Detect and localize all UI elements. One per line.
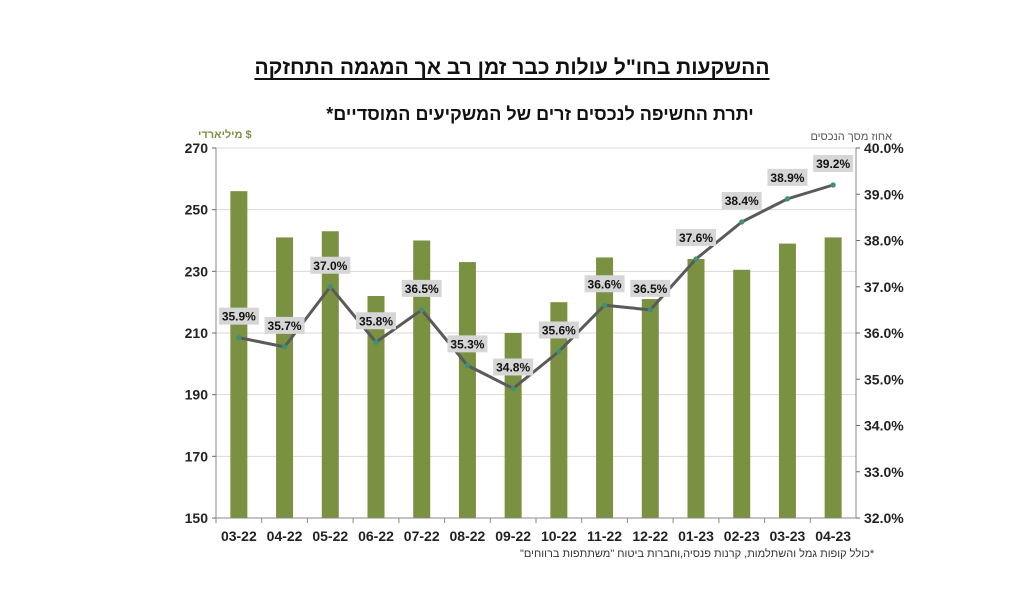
x-tick-label: 10-22 bbox=[541, 528, 577, 544]
data-label-box bbox=[538, 321, 579, 339]
bar bbox=[596, 257, 614, 518]
left-tick-label: 170 bbox=[185, 448, 209, 464]
line-point bbox=[464, 362, 471, 368]
right-tick-label: 36.0% bbox=[864, 325, 904, 341]
data-label: 35.3% bbox=[450, 337, 484, 351]
line-point bbox=[236, 335, 242, 341]
right-tick-label: 33.0% bbox=[864, 464, 904, 480]
x-tick-label: 03-22 bbox=[221, 528, 257, 544]
right-axis-unit-label: אחוז מסך הנכסים bbox=[810, 131, 892, 143]
axes: 150 170 190 210 230 250 270 32.0% 33.0% 34.0% 35.0… bbox=[185, 140, 905, 544]
data-label-box bbox=[401, 279, 442, 297]
left-axis-unit-label: מיליארדי $ bbox=[198, 128, 252, 141]
line-point bbox=[373, 339, 379, 345]
line-point bbox=[739, 219, 745, 225]
left-tick-label: 270 bbox=[185, 140, 209, 156]
left-tick-label: 250 bbox=[185, 202, 209, 218]
data-label-box bbox=[676, 229, 716, 246]
x-tick-label: 02-23 bbox=[724, 528, 760, 544]
right-tick-label: 32.0% bbox=[864, 510, 904, 526]
line-series: 35.9% 35.7% 37.0% 35.8% 36.5% 35.3% 34.8% 35.6%… bbox=[218, 155, 854, 392]
line-path bbox=[238, 183, 834, 391]
line-point bbox=[830, 182, 836, 188]
right-tick-label: 35.0% bbox=[864, 371, 904, 387]
data-label: 39.2% bbox=[816, 157, 850, 171]
bar bbox=[641, 299, 659, 518]
line-point bbox=[784, 196, 791, 202]
bar bbox=[504, 333, 522, 518]
data-label-box bbox=[721, 192, 762, 209]
data-label: 38.4% bbox=[725, 194, 759, 208]
left-tick-label: 210 bbox=[185, 325, 209, 341]
data-label: 35.8% bbox=[359, 314, 393, 328]
line-point bbox=[327, 284, 333, 290]
x-tick-label: 01-23 bbox=[678, 528, 714, 544]
data-label: 35.7% bbox=[268, 319, 302, 333]
right-tick-label: 38.0% bbox=[864, 233, 904, 249]
left-tick-label: 190 bbox=[185, 387, 209, 403]
x-tick-label: 05-22 bbox=[312, 528, 348, 544]
x-tick-label: 06-22 bbox=[358, 528, 394, 544]
bar bbox=[824, 237, 842, 518]
x-tick-label: 12-22 bbox=[632, 528, 668, 544]
bar bbox=[458, 262, 476, 518]
x-tick-label: 04-23 bbox=[815, 528, 851, 544]
bar bbox=[733, 269, 751, 518]
x-tick-label: 04-22 bbox=[267, 528, 303, 544]
data-label-box bbox=[493, 358, 534, 376]
x-tick-label: 07-22 bbox=[404, 528, 440, 544]
bar-series bbox=[230, 191, 842, 519]
data-label-box bbox=[630, 279, 671, 297]
line-point bbox=[419, 307, 425, 313]
data-label: 37.6% bbox=[679, 231, 713, 245]
data-label: 34.8% bbox=[496, 361, 530, 375]
data-label-box bbox=[310, 256, 351, 274]
x-tick-label: 03-23 bbox=[770, 528, 806, 544]
data-label: 38.9% bbox=[770, 171, 804, 185]
data-label: 35.6% bbox=[542, 324, 576, 338]
data-label-box bbox=[767, 168, 808, 186]
x-tick-label: 09-22 bbox=[495, 528, 531, 544]
data-label-box bbox=[813, 155, 854, 172]
data-label-box bbox=[264, 316, 305, 334]
left-tick-label: 230 bbox=[185, 263, 209, 279]
line-point bbox=[601, 302, 608, 308]
line-point bbox=[510, 385, 516, 392]
data-label: 36.6% bbox=[588, 277, 622, 291]
right-tick-label: 39.0% bbox=[864, 186, 904, 202]
data-label: 35.9% bbox=[222, 310, 256, 324]
line-point bbox=[647, 307, 653, 313]
data-label-box bbox=[218, 307, 259, 325]
line-point bbox=[556, 348, 562, 355]
bar bbox=[276, 237, 294, 518]
data-label: 36.5% bbox=[633, 282, 667, 296]
line-point bbox=[281, 344, 288, 350]
chart-title: יתרת החשיפה לנכסים זרים של המשקיעים המוס… bbox=[326, 104, 754, 124]
data-label-box bbox=[447, 335, 488, 353]
left-tick-label: 150 bbox=[185, 510, 209, 526]
data-label-box bbox=[584, 275, 625, 293]
line-point bbox=[693, 256, 699, 262]
data-label: 36.5% bbox=[405, 282, 439, 296]
x-tick-label: 11-22 bbox=[587, 528, 622, 544]
x-tick-label: 08-22 bbox=[450, 528, 486, 544]
right-tick-label: 34.0% bbox=[864, 418, 904, 434]
bar bbox=[230, 191, 248, 518]
bar bbox=[778, 243, 796, 519]
bar bbox=[687, 259, 705, 518]
data-label-box bbox=[356, 312, 396, 330]
bar bbox=[413, 240, 431, 518]
right-tick-label: 40.0% bbox=[864, 140, 904, 156]
page-title: ההשקעות בחו"ל עולות כבר זמן רב אך המגמה … bbox=[254, 56, 770, 79]
data-label: 37.0% bbox=[313, 259, 347, 273]
bar bbox=[367, 296, 385, 518]
right-tick-label: 37.0% bbox=[864, 279, 904, 295]
bar bbox=[321, 231, 339, 518]
footnote: *כולל קופות גמל והשתלמות, קרנות פנסיה,וח… bbox=[520, 548, 875, 560]
